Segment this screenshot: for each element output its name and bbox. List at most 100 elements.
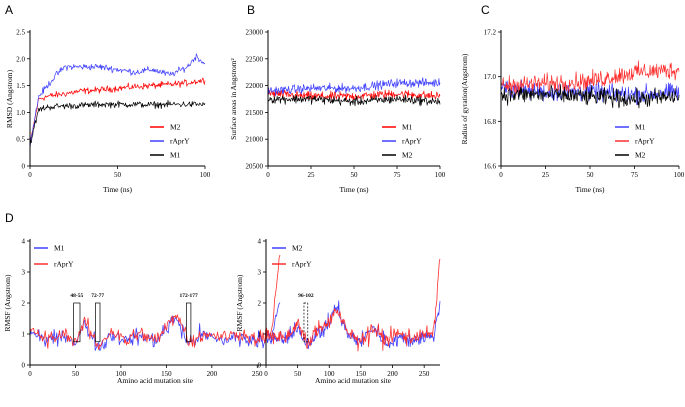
panel-letter: C [481,3,490,17]
y-tick-label: 17.0 [484,73,497,81]
y-tick-label: 0 [22,362,26,370]
y-axis-label: Radius of gyration(Angstrom) [460,53,469,144]
x-tick-label: 250 [252,370,263,378]
annotation-label: 172-177 [179,293,198,299]
x-tick-label: 200 [207,370,218,378]
panel-letter: D [5,211,14,225]
y-tick-label: 1 [22,331,26,339]
y-tick-label: 1 [258,331,262,339]
series-line-m2 [500,84,680,109]
legend-label: M1 [635,123,646,132]
series-line-m1 [29,99,206,147]
x-axis-label: Amino acid mutation site [315,376,392,385]
x-tick-label: 150 [161,370,172,378]
legend-label: M2 [170,123,181,132]
legend-label: rAprY [402,137,422,146]
chart-panel-a: A 0 50 100 0 0.5 1.0 1.5 2.0 2.5 Time (ns) RMSD (An… [5,3,211,194]
y-tick-label: 20500 [246,163,264,171]
x-tick-label: 250 [419,370,430,378]
x-tick-label: 0 [28,171,32,179]
series-line-rapry [29,254,281,351]
x-axis-label: Time (ns) [575,185,605,194]
y-axis-label: RMSD (Angstrom) [5,69,14,128]
panel-letter: B [247,3,255,17]
annotation-box [303,302,309,343]
legend-label: M1 [402,123,413,132]
series-line-rapry [265,258,441,352]
x-tick-label: 25 [308,171,316,179]
x-axis-label: Time (ns) [103,185,133,194]
y-tick-label: 1.5 [16,82,25,90]
y-tick-label: 23000 [246,29,264,37]
annotation-box [73,302,81,343]
legend-label: rAprY [292,260,312,269]
x-tick-label: 50 [351,171,359,179]
y-tick-label: 3 [258,269,262,277]
x-tick-label: 50 [587,171,595,179]
x-tick-label: 100 [116,370,127,378]
y-tick-label: 22500 [246,55,264,63]
x-tick-label: 100 [324,370,335,378]
x-axis-label: Amino acid mutation site [117,376,194,385]
series-line-rapry [29,53,206,150]
y-tick-label: 4 [22,238,26,246]
x-tick-label: 100 [674,171,685,179]
x-tick-label: 0 [28,370,32,378]
y-tick-label: 0.5 [16,136,25,144]
annotation-box [186,302,192,343]
y-tick-label: 1.0 [16,109,25,117]
y-tick-label: 16.6 [484,163,497,171]
y-axis-label: RMSF (Angstrom) [3,274,12,331]
legend-label: rAprY [54,260,74,269]
y-tick-label: 22000 [246,82,264,90]
series-line-m2 [267,94,441,107]
annotation-label: 48-55 [70,293,83,299]
x-tick-label: 100 [200,171,211,179]
y-axis-label: Surface areas in Angstrom² [229,57,238,139]
x-tick-label: 50 [114,171,122,179]
x-tick-label: 150 [356,370,367,378]
x-tick-label: 75 [631,171,639,179]
annotation-label: 72-77 [91,293,104,299]
annotation-label: 96-102 [298,293,314,299]
y-tick-label: 0 [258,362,262,370]
series-line-rapry [267,77,441,97]
x-tick-label: 50 [294,370,302,378]
x-tick-label: 0 [499,171,503,179]
legend-label: rAprY [635,137,655,146]
series-line-m2 [265,300,441,350]
y-tick-label: 0 [22,163,26,171]
legend-label: M2 [402,151,413,160]
x-tick-label: 0 [264,370,268,378]
y-tick-label: 2 [258,300,262,308]
legend-label: M2 [635,151,646,160]
x-tick-label: 25 [542,171,550,179]
y-tick-label: 2 [22,300,26,308]
y-axis-label: RMSF (Angstrom) [235,274,244,331]
chart-panel-b: B 0 25 50 75 100 20500 21000 21500 22000 22500 2300… [229,3,446,194]
x-tick-label: 200 [387,370,398,378]
y-tick-label: 4 [258,238,262,246]
chart-panel-c: C 0 25 50 75 100 16.6 16.8 17.0 17.2 Time (ns) Radi… [460,3,685,194]
legend-label: M2 [292,244,303,253]
panel-letter: A [5,3,13,17]
x-tick-label: 0 [266,171,270,179]
legend-label: rAprY [170,137,190,146]
y-tick-label: 21000 [246,136,264,144]
y-tick-label: 16.8 [484,118,497,126]
x-tick-label: 100 [435,171,446,179]
legend-label: M1 [54,244,65,253]
y-tick-label: 21500 [246,109,264,117]
series-line-rapry [500,60,680,96]
y-tick-label: 3 [22,269,26,277]
y-tick-label: 17.2 [484,29,497,37]
x-tick-label: 75 [394,171,402,179]
y-tick-label: 2.0 [16,55,25,63]
y-tick-label: 2.5 [16,29,25,37]
x-tick-label: 50 [72,370,80,378]
legend-label: M1 [170,151,181,160]
series-line-m2 [29,77,206,145]
